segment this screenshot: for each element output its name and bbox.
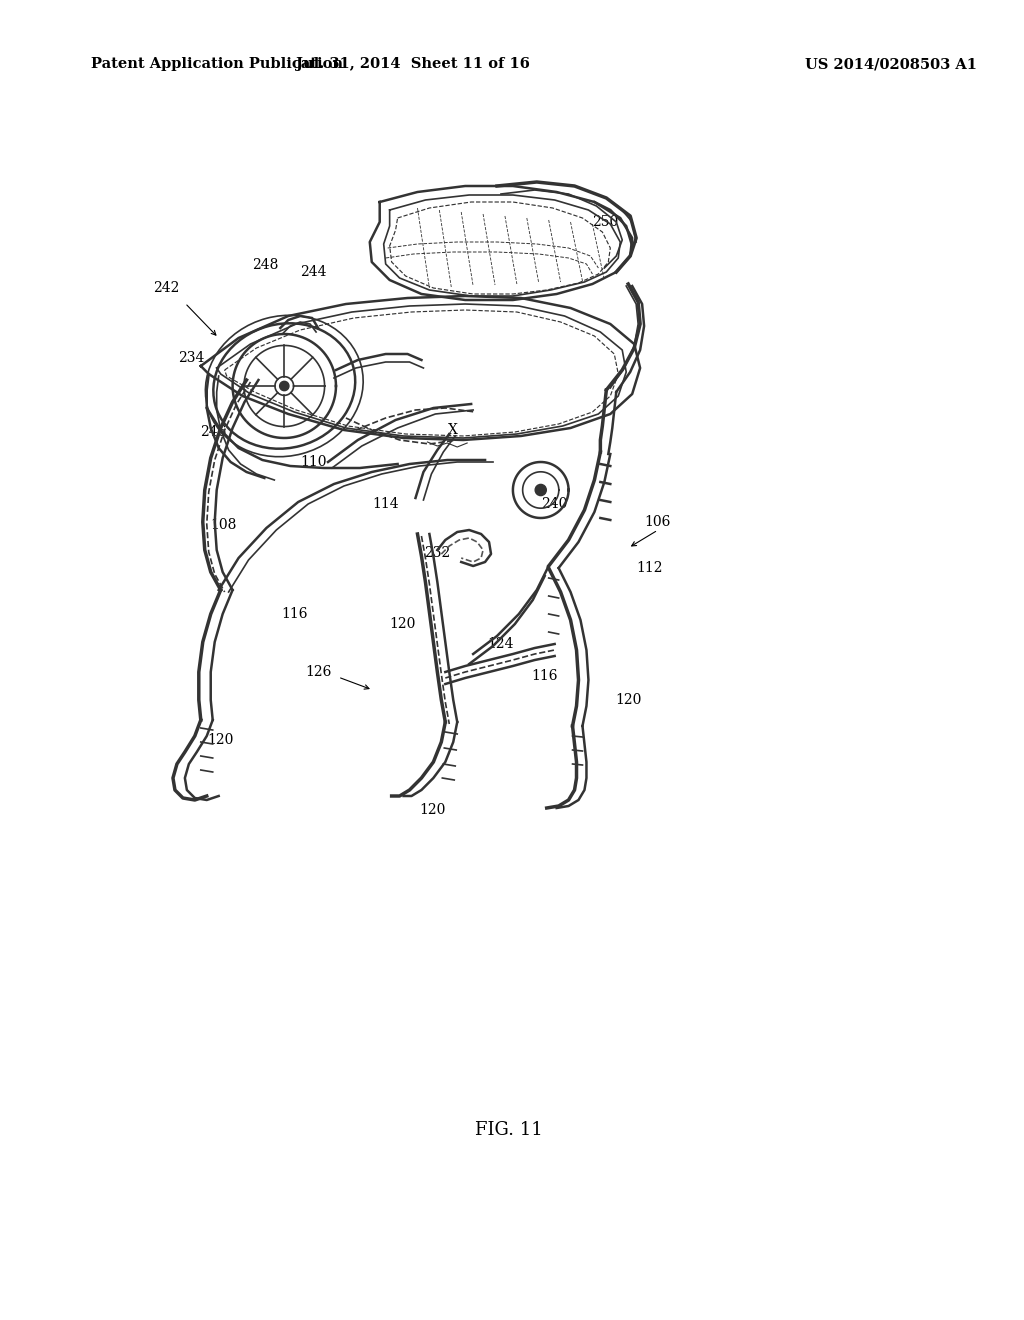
Text: 120: 120 [389,616,416,631]
Text: X: X [449,422,458,437]
Text: US 2014/0208503 A1: US 2014/0208503 A1 [805,57,977,71]
Text: 248: 248 [252,257,279,272]
Text: 120: 120 [208,733,233,747]
Circle shape [280,381,289,391]
Text: 116: 116 [281,607,307,620]
Text: 108: 108 [211,517,237,532]
Text: 120: 120 [615,693,641,708]
Text: 116: 116 [531,669,558,682]
Text: FIG. 11: FIG. 11 [475,1121,543,1139]
Text: 106: 106 [644,515,671,529]
Text: 114: 114 [373,498,399,511]
Text: 124: 124 [487,638,514,651]
Text: 120: 120 [419,803,445,817]
Text: 126: 126 [305,665,332,678]
Text: 250: 250 [593,215,618,228]
Text: 234: 234 [177,351,204,366]
Text: 232: 232 [424,546,451,560]
Text: 244: 244 [300,265,327,279]
Text: 246: 246 [201,425,227,440]
Text: 242: 242 [153,281,179,294]
Text: Jul. 31, 2014  Sheet 11 of 16: Jul. 31, 2014 Sheet 11 of 16 [296,57,529,71]
Text: 112: 112 [636,561,663,576]
Circle shape [536,484,546,495]
Text: 240: 240 [542,498,568,511]
Text: Patent Application Publication: Patent Application Publication [91,57,343,71]
Text: 110: 110 [300,455,327,469]
